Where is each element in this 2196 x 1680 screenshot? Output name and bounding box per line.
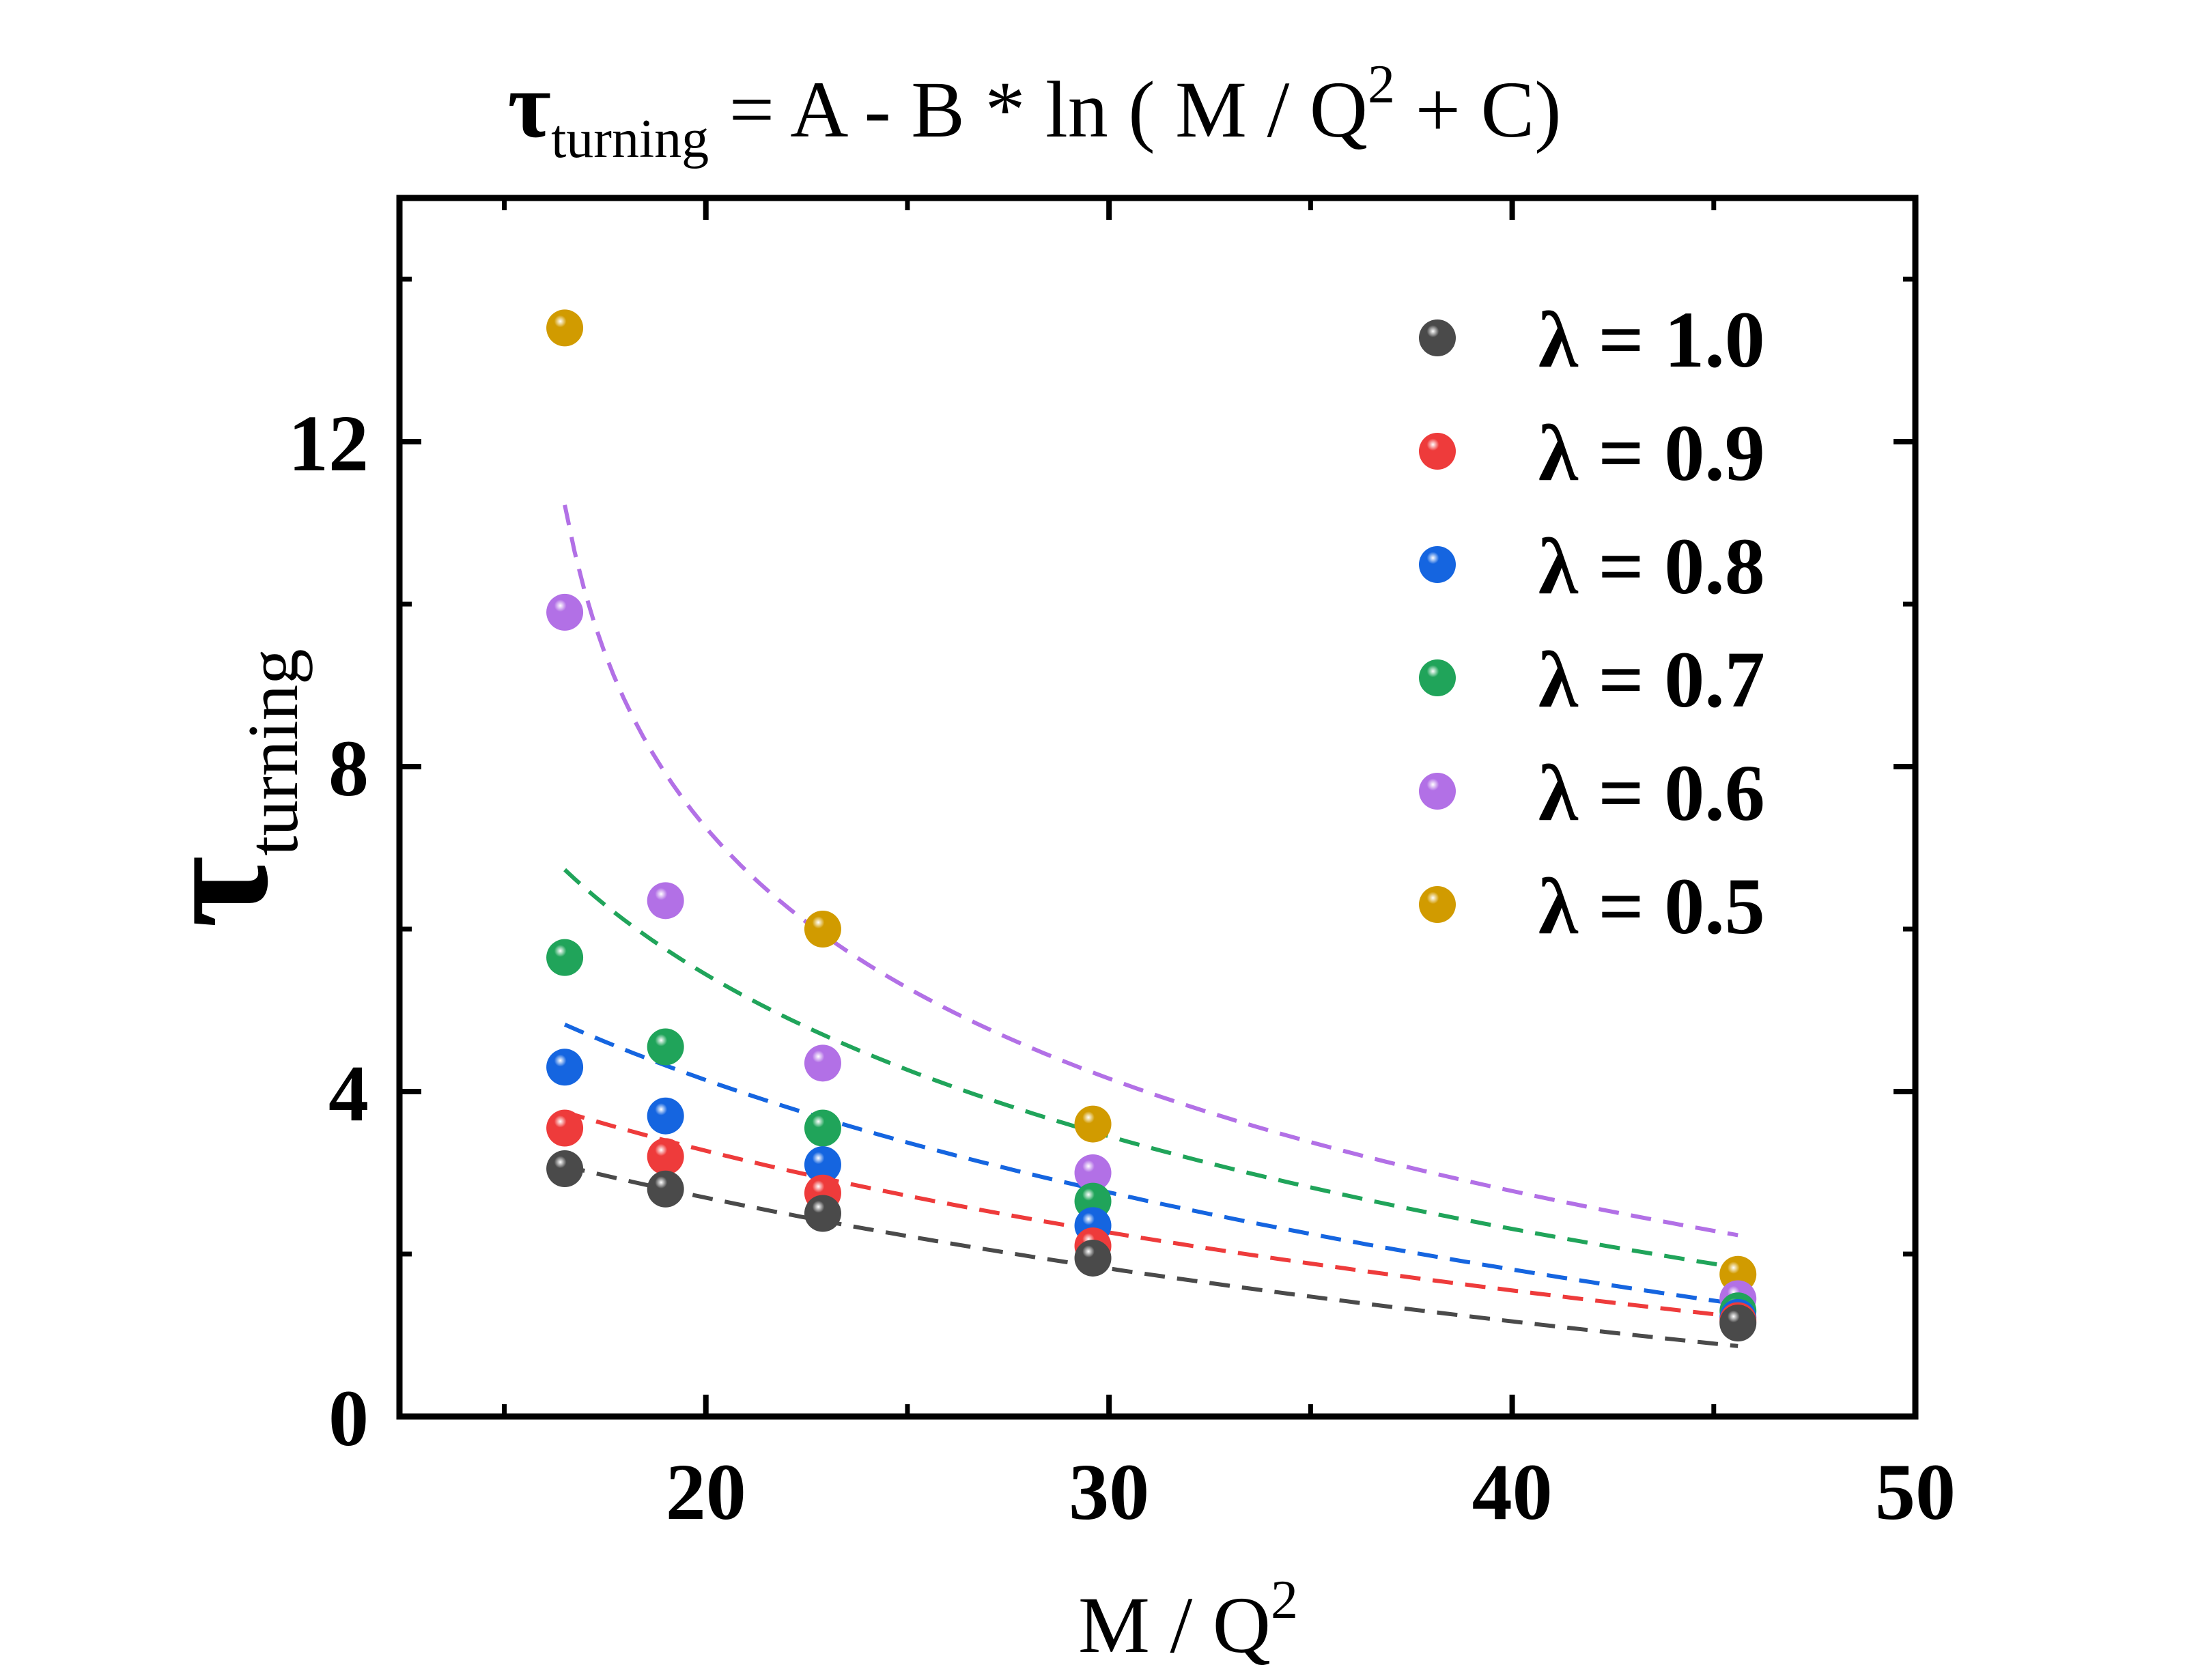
data-point [647, 1097, 684, 1135]
data-point [546, 1109, 584, 1147]
x-tick-label: 50 [1875, 1447, 1956, 1537]
data-point [546, 309, 584, 347]
title-tau-symbol: τ [507, 53, 551, 157]
legend-label: λ = 0.5 [1538, 862, 1765, 951]
title-rhs-superscript: 2 [1368, 55, 1395, 115]
data-point [804, 911, 841, 948]
data-point [546, 1049, 584, 1086]
title-rhs-tail: + C) [1415, 65, 1561, 154]
data-point [804, 1146, 841, 1184]
legend-marker [1419, 659, 1456, 696]
data-point [546, 1150, 584, 1188]
x-axis-label-superscript: 2 [1271, 1570, 1298, 1630]
data-point [1719, 1305, 1757, 1342]
tick-labels: 20 30 40 50 0 4 8 12 [288, 399, 1956, 1537]
legend-label: λ = 0.7 [1538, 635, 1765, 724]
data-point [804, 1044, 841, 1082]
y-tick-label: 8 [328, 724, 369, 813]
data-point [1074, 1239, 1112, 1277]
legend: λ = 1.0 λ = 0.9 λ = 0.8 λ = 0.7 λ = 0.6 λ = 0… [1419, 295, 1765, 951]
data-point [647, 1138, 684, 1176]
legend-label: λ = 0.9 [1538, 408, 1765, 498]
y-axis-label-symbol: τ [126, 856, 300, 928]
fit-curve [563, 504, 1738, 1238]
title-tau-subscript: turning [551, 109, 709, 169]
title-equals: = [729, 65, 775, 154]
legend-item: λ = 0.7 [1419, 635, 1765, 724]
data-point [1074, 1154, 1112, 1191]
x-tick-label: 30 [1069, 1447, 1149, 1537]
x-axis-label-main: M / Q [1078, 1580, 1271, 1670]
x-tick-label: 20 [666, 1447, 746, 1537]
legend-label: λ = 0.8 [1538, 522, 1765, 611]
y-tick-label: 0 [328, 1373, 369, 1463]
data-point [1074, 1105, 1112, 1143]
legend-item: λ = 1.0 [1419, 295, 1765, 384]
data-point [546, 593, 584, 631]
data-point [804, 1195, 841, 1232]
legend-label: λ = 1.0 [1538, 295, 1765, 384]
data-point [546, 939, 584, 976]
legend-item: λ = 0.9 [1419, 408, 1765, 498]
legend-item: λ = 0.6 [1419, 748, 1765, 838]
axes [396, 195, 1919, 1420]
data-point [804, 1109, 841, 1147]
legend-label: λ = 0.6 [1538, 748, 1765, 838]
legend-item: λ = 0.5 [1419, 862, 1765, 951]
legend-marker [1419, 886, 1456, 923]
fit-curve [564, 1110, 1738, 1319]
x-axis-label: M / Q2 [1078, 1570, 1298, 1670]
legend-marker [1419, 319, 1456, 356]
data-point [647, 882, 684, 920]
chart-title: τturning = A - B * ln ( M / Q2 + C) [507, 53, 1561, 169]
legend-marker [1419, 433, 1456, 470]
y-axis-label: τturning [126, 649, 313, 928]
x-tick-label: 40 [1472, 1447, 1553, 1537]
y-tick-label: 4 [328, 1049, 369, 1138]
legend-marker [1419, 546, 1456, 583]
title-rhs-main: A - B * ln ( M / Q [790, 65, 1368, 154]
plot-frame [396, 195, 1919, 1420]
fit-lines [563, 504, 1738, 1348]
data-point [647, 1028, 684, 1066]
legend-marker [1419, 773, 1456, 810]
y-axis-label-subscript: turning [233, 649, 313, 855]
fit-curve [563, 1023, 1738, 1307]
legend-item: λ = 0.8 [1419, 522, 1765, 611]
fit-curve [564, 1164, 1738, 1348]
data-points [546, 309, 1757, 1342]
data-point [647, 1170, 684, 1208]
fit-curve [563, 868, 1738, 1270]
y-tick-label: 12 [288, 399, 369, 488]
